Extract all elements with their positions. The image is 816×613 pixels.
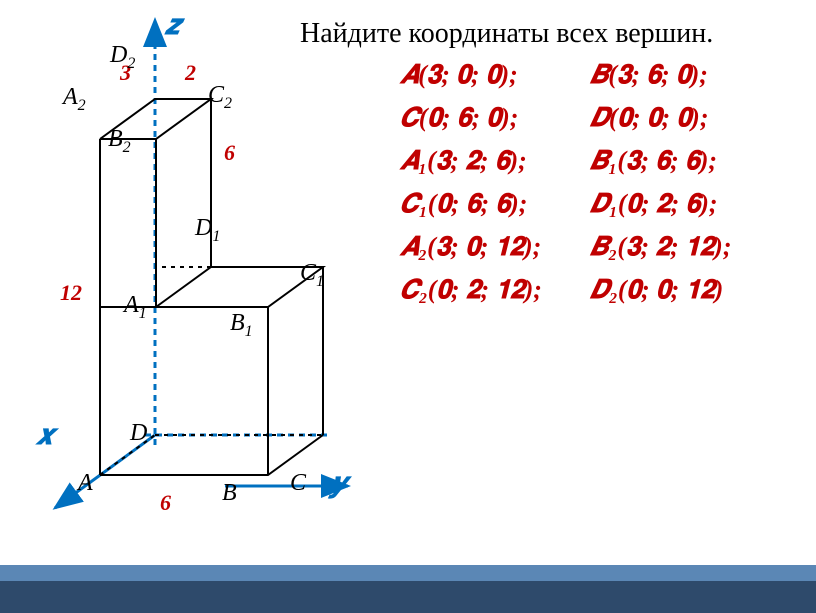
vlabel-D: D <box>130 420 147 447</box>
dim-2: 2 <box>185 60 196 86</box>
page: Найдите координаты всех вершин. 𝑨(𝟑; 𝟎; … <box>0 0 816 613</box>
vlabel-A2: A2 <box>63 84 86 115</box>
dim-12: 12 <box>60 280 82 306</box>
axis-label-x: 𝒙 <box>36 420 54 452</box>
vlabel-C1: C1 <box>300 260 324 291</box>
vlabel-B: B <box>222 480 237 507</box>
footer <box>0 565 816 613</box>
vlabel-C: C <box>290 470 306 497</box>
vlabel-D2: D2 <box>110 42 135 73</box>
vlabel-B1: B1 <box>230 310 253 341</box>
footer-dark <box>0 581 816 613</box>
dim-6b: 6 <box>160 490 171 516</box>
axis-label-y: 𝒚 <box>330 468 347 500</box>
figure-svg <box>0 0 816 613</box>
edge-step-top <box>156 267 323 307</box>
vlabel-C2: C2 <box>208 82 232 113</box>
vlabel-B2: B2 <box>108 126 131 157</box>
vlabel-D1: D1 <box>195 215 220 246</box>
vlabel-A1: A1 <box>124 292 147 323</box>
footer-light <box>0 565 816 581</box>
axis-label-z: 𝒛 <box>165 10 180 42</box>
dim-6a: 6 <box>224 140 235 166</box>
vlabel-A: A <box>78 470 93 497</box>
